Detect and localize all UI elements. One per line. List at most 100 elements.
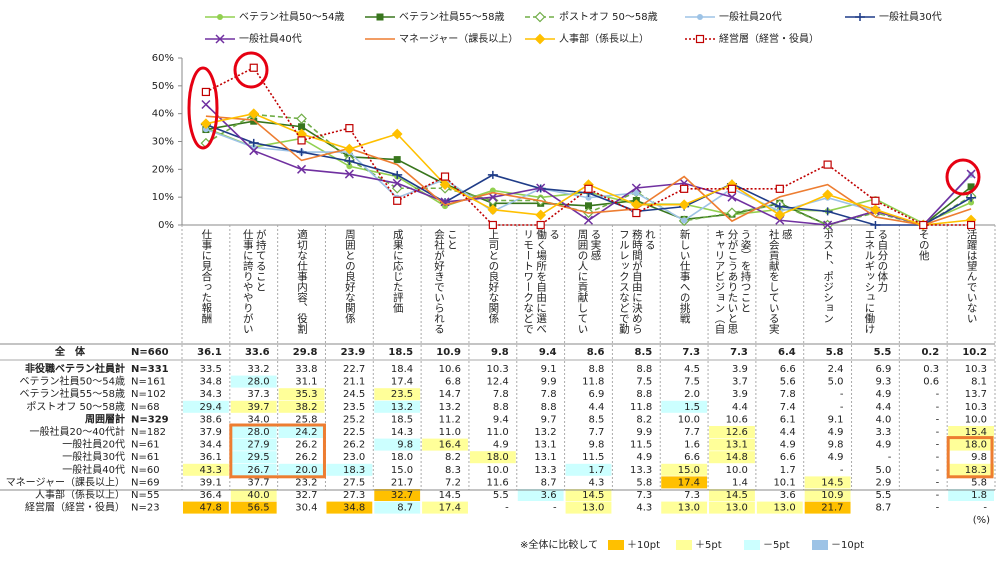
cell-value: 6.9 [875,364,891,375]
cell-value: 10.3 [965,364,987,375]
cell-value: 14.5 [726,490,748,501]
cell-value: 11.5 [582,452,604,463]
highlight-box [946,436,994,479]
legend-label: ポストオフ 50～58歳 [559,11,658,23]
shade-legend-note: ※全体に比較して [520,538,598,551]
cell-shade [804,501,851,514]
cell-value: 8.2 [636,414,652,425]
cell-value: 11.0 [486,427,508,438]
cell-value: 5.6 [780,377,796,388]
x-tick-label: エネルギッシュに働ける自分の体力 [863,229,889,334]
category-cell: 社会貢献をしている実感 [756,229,804,341]
cell-value: 5.5 [493,490,509,501]
cell-value: 5.8 [636,477,652,488]
row-n: N=102 [131,389,166,400]
cell-value: 23.9 [341,347,366,358]
x-tick-label: 活躍は望んでいない [965,229,978,324]
point [217,14,223,20]
point [583,215,594,225]
row-label: マネージャー（課長以上） [6,475,125,488]
cell-value: 17.4 [391,377,413,388]
cell-value: 29.4 [200,402,222,413]
x-tick-label: その他 [917,229,930,261]
cell-shade [804,476,851,489]
cell-value: 7.8 [541,389,557,400]
point [695,34,705,44]
cell-value: 6.6 [780,452,796,463]
category-cell: リモートワークなどで働く場所を自由に選べる [517,229,565,341]
cell-value: 25.8 [295,414,317,425]
point [536,220,545,230]
category-cell: キャリアビジョン（自分がこうありたいと思う姿）を持つこと [708,229,756,341]
cell-value: 30.4 [295,503,317,514]
row-n: N=55 [131,490,160,501]
cell-shade [517,489,564,501]
cell-value: 10.0 [726,465,748,476]
point [855,13,865,21]
cell-shade [183,463,229,476]
point [534,33,546,45]
highlight-ellipse [187,66,219,150]
cell-value: 9.8 [971,452,987,463]
point [248,138,259,147]
cell-value: 3.7 [732,377,748,388]
point [822,207,833,216]
cell-shade [278,463,325,476]
point [775,184,784,193]
cell-value: - [888,452,892,463]
cell-value: 37.9 [200,427,222,438]
cell-value: 18.0 [965,440,987,451]
point [632,208,641,218]
cell-shade [326,501,373,514]
cell-value: 17.4 [678,477,700,488]
cell-value: - [936,427,940,438]
cell-value: 7.8 [493,389,509,400]
cell-value: 2.9 [875,477,891,488]
row-n: N=61 [131,440,160,451]
cell-value: 39.7 [247,402,269,413]
cell-value: 16.4 [439,440,461,451]
cell-value: - [936,452,940,463]
cell-value: 4.3 [589,477,605,488]
point [870,221,881,229]
cell-value: 2.4 [828,364,844,375]
point [391,128,403,140]
point [727,192,737,202]
cell-value: 7.5 [684,377,700,388]
cell-value: 14.5 [582,490,604,501]
cell-value: 20.0 [295,465,317,476]
cell-value: 18.5 [388,347,413,358]
point [250,117,258,125]
point [298,123,306,131]
cell-value: 12.4 [486,377,508,388]
cell-value: 13.1 [534,452,556,463]
cell-value: 4.9 [875,440,891,451]
cell-value: 10.1 [773,477,795,488]
cell-shade [422,438,468,451]
cell-value: 10.9 [821,490,843,501]
cell-value: 29.8 [293,347,318,358]
cell-value: 34.8 [343,503,365,514]
point [823,220,833,230]
cell-value: 34.8 [200,377,222,388]
cell-shade [230,451,277,464]
category-cell: 会社が好きでいられること [421,229,469,341]
point [870,204,881,216]
point [919,220,928,230]
point [823,160,832,169]
cell-value: 28.0 [247,427,269,438]
cell-value: 10.2 [962,347,987,358]
cell-value: 9.8 [828,440,844,451]
point [392,170,403,179]
cell-value: 23.0 [343,452,365,463]
cell-value: 32.7 [391,490,413,501]
x-tick-label: 社会貢献をしている実感 [767,229,793,334]
cell-value: 35.3 [295,389,317,400]
row-n: N=60 [131,465,160,476]
category-cell: ポスト、ポジション [804,229,852,341]
cell-value: - [936,389,940,400]
x-tick-label: 適切な仕事内容、役割 [296,229,309,334]
cell-value: - [936,402,940,413]
point [535,209,547,221]
legend-label: ベテラン社員50～54歳 [239,10,344,23]
